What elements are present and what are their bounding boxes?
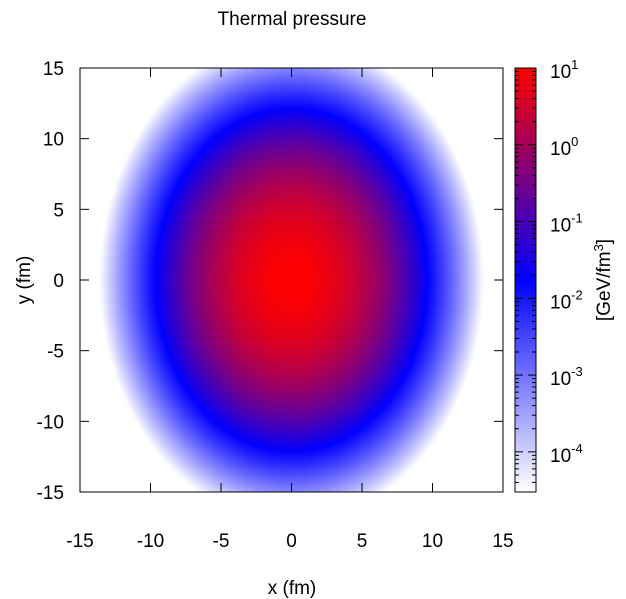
chart-title: Thermal pressure <box>218 9 367 30</box>
colorbar-label-sup: 3 <box>591 244 606 251</box>
colorbar-ticks: 101 100 10-1 10-2 10-3 10-4 <box>515 57 583 493</box>
x-tick-label: 15 <box>492 531 513 552</box>
colorbar: 101 100 10-1 10-2 10-3 10-4 [GeV/fm3] <box>514 57 615 493</box>
y-tick-label: -5 <box>47 342 64 363</box>
y-tick-label: -10 <box>37 412 64 433</box>
y-tick-label: -15 <box>37 483 64 504</box>
x-tick-label: 0 <box>286 531 297 552</box>
x-tick-label: 10 <box>422 531 443 552</box>
colorbar-gradient <box>515 68 536 492</box>
colorbar-tick-label: 100 <box>550 134 578 160</box>
y-tick-label: 5 <box>53 200 64 221</box>
heatmap-plot-area: -15 -10 -5 0 5 10 15 -15 -10 -5 0 5 10 15 <box>37 59 514 552</box>
x-tick-label: -15 <box>66 531 93 552</box>
heatmap-image <box>80 68 503 492</box>
colorbar-label-close: ] <box>594 239 615 244</box>
y-tick-label: 15 <box>43 59 64 80</box>
x-tick-label: 5 <box>357 531 368 552</box>
colorbar-label-text: [GeV/fm <box>594 251 615 321</box>
x-tick-label: -5 <box>213 531 230 552</box>
y-axis-ticks: -15 -10 -5 0 5 10 15 <box>37 59 503 504</box>
colorbar-tick-label: 101 <box>550 57 578 83</box>
x-tick-label: -10 <box>137 531 164 552</box>
colorbar-tick-label: 10-4 <box>550 441 583 467</box>
colorbar-tick-label: 10-2 <box>550 287 583 313</box>
colorbar-tick-label: 10-3 <box>550 364 583 390</box>
y-axis-label: y (fm) <box>14 256 35 305</box>
y-tick-label: 0 <box>53 271 64 292</box>
colorbar-label: [GeV/fm3] <box>591 239 615 321</box>
colorbar-tick-label: 10-1 <box>550 211 583 237</box>
x-axis-label: x (fm) <box>268 578 317 599</box>
colorbar-frame <box>514 67 537 493</box>
x-axis-ticks: -15 -10 -5 0 5 10 15 <box>66 68 514 552</box>
y-tick-label: 10 <box>43 130 64 151</box>
